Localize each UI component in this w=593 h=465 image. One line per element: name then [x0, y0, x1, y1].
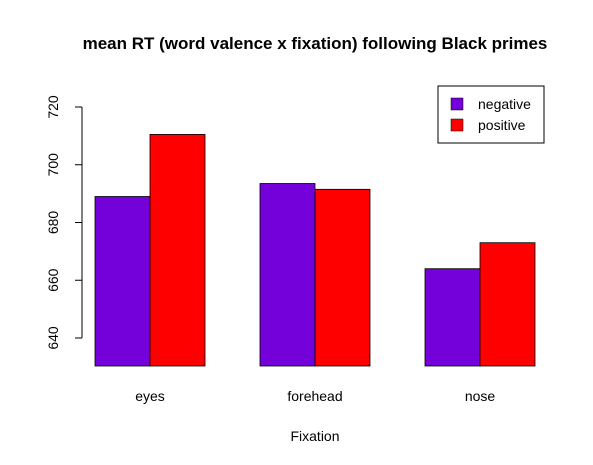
- legend-swatch-positive: [450, 118, 464, 132]
- x-tick-label: nose: [465, 388, 496, 404]
- y-tick-label: 660: [45, 268, 61, 292]
- bar-negative-eyes: [94, 196, 151, 367]
- bar-negative-nose: [424, 268, 481, 367]
- legend: negative positive: [437, 85, 545, 144]
- bar-negative-forehead: [259, 183, 316, 367]
- bar-positive-eyes: [149, 134, 206, 367]
- x-tick-label: eyes: [135, 388, 165, 404]
- x-tick-labels: eyes forehead nose: [135, 388, 495, 404]
- x-axis-label: Fixation: [290, 428, 339, 444]
- legend-label-positive: positive: [478, 117, 526, 133]
- y-tick-label: 720: [45, 95, 61, 119]
- legend-swatch-negative: [450, 97, 464, 111]
- y-tick-label: 640: [45, 326, 61, 350]
- bars-group: [94, 134, 536, 367]
- bar-positive-nose: [479, 242, 536, 367]
- y-axis: 640 660 680 700 720: [45, 95, 83, 350]
- x-tick-label: forehead: [287, 388, 342, 404]
- chart-title: mean RT (word valence x fixation) follow…: [83, 34, 548, 53]
- y-tick-label: 700: [45, 153, 61, 177]
- legend-label-negative: negative: [478, 96, 531, 112]
- bar-positive-forehead: [314, 188, 371, 367]
- legend-box: [437, 85, 545, 144]
- y-tick-label: 680: [45, 211, 61, 235]
